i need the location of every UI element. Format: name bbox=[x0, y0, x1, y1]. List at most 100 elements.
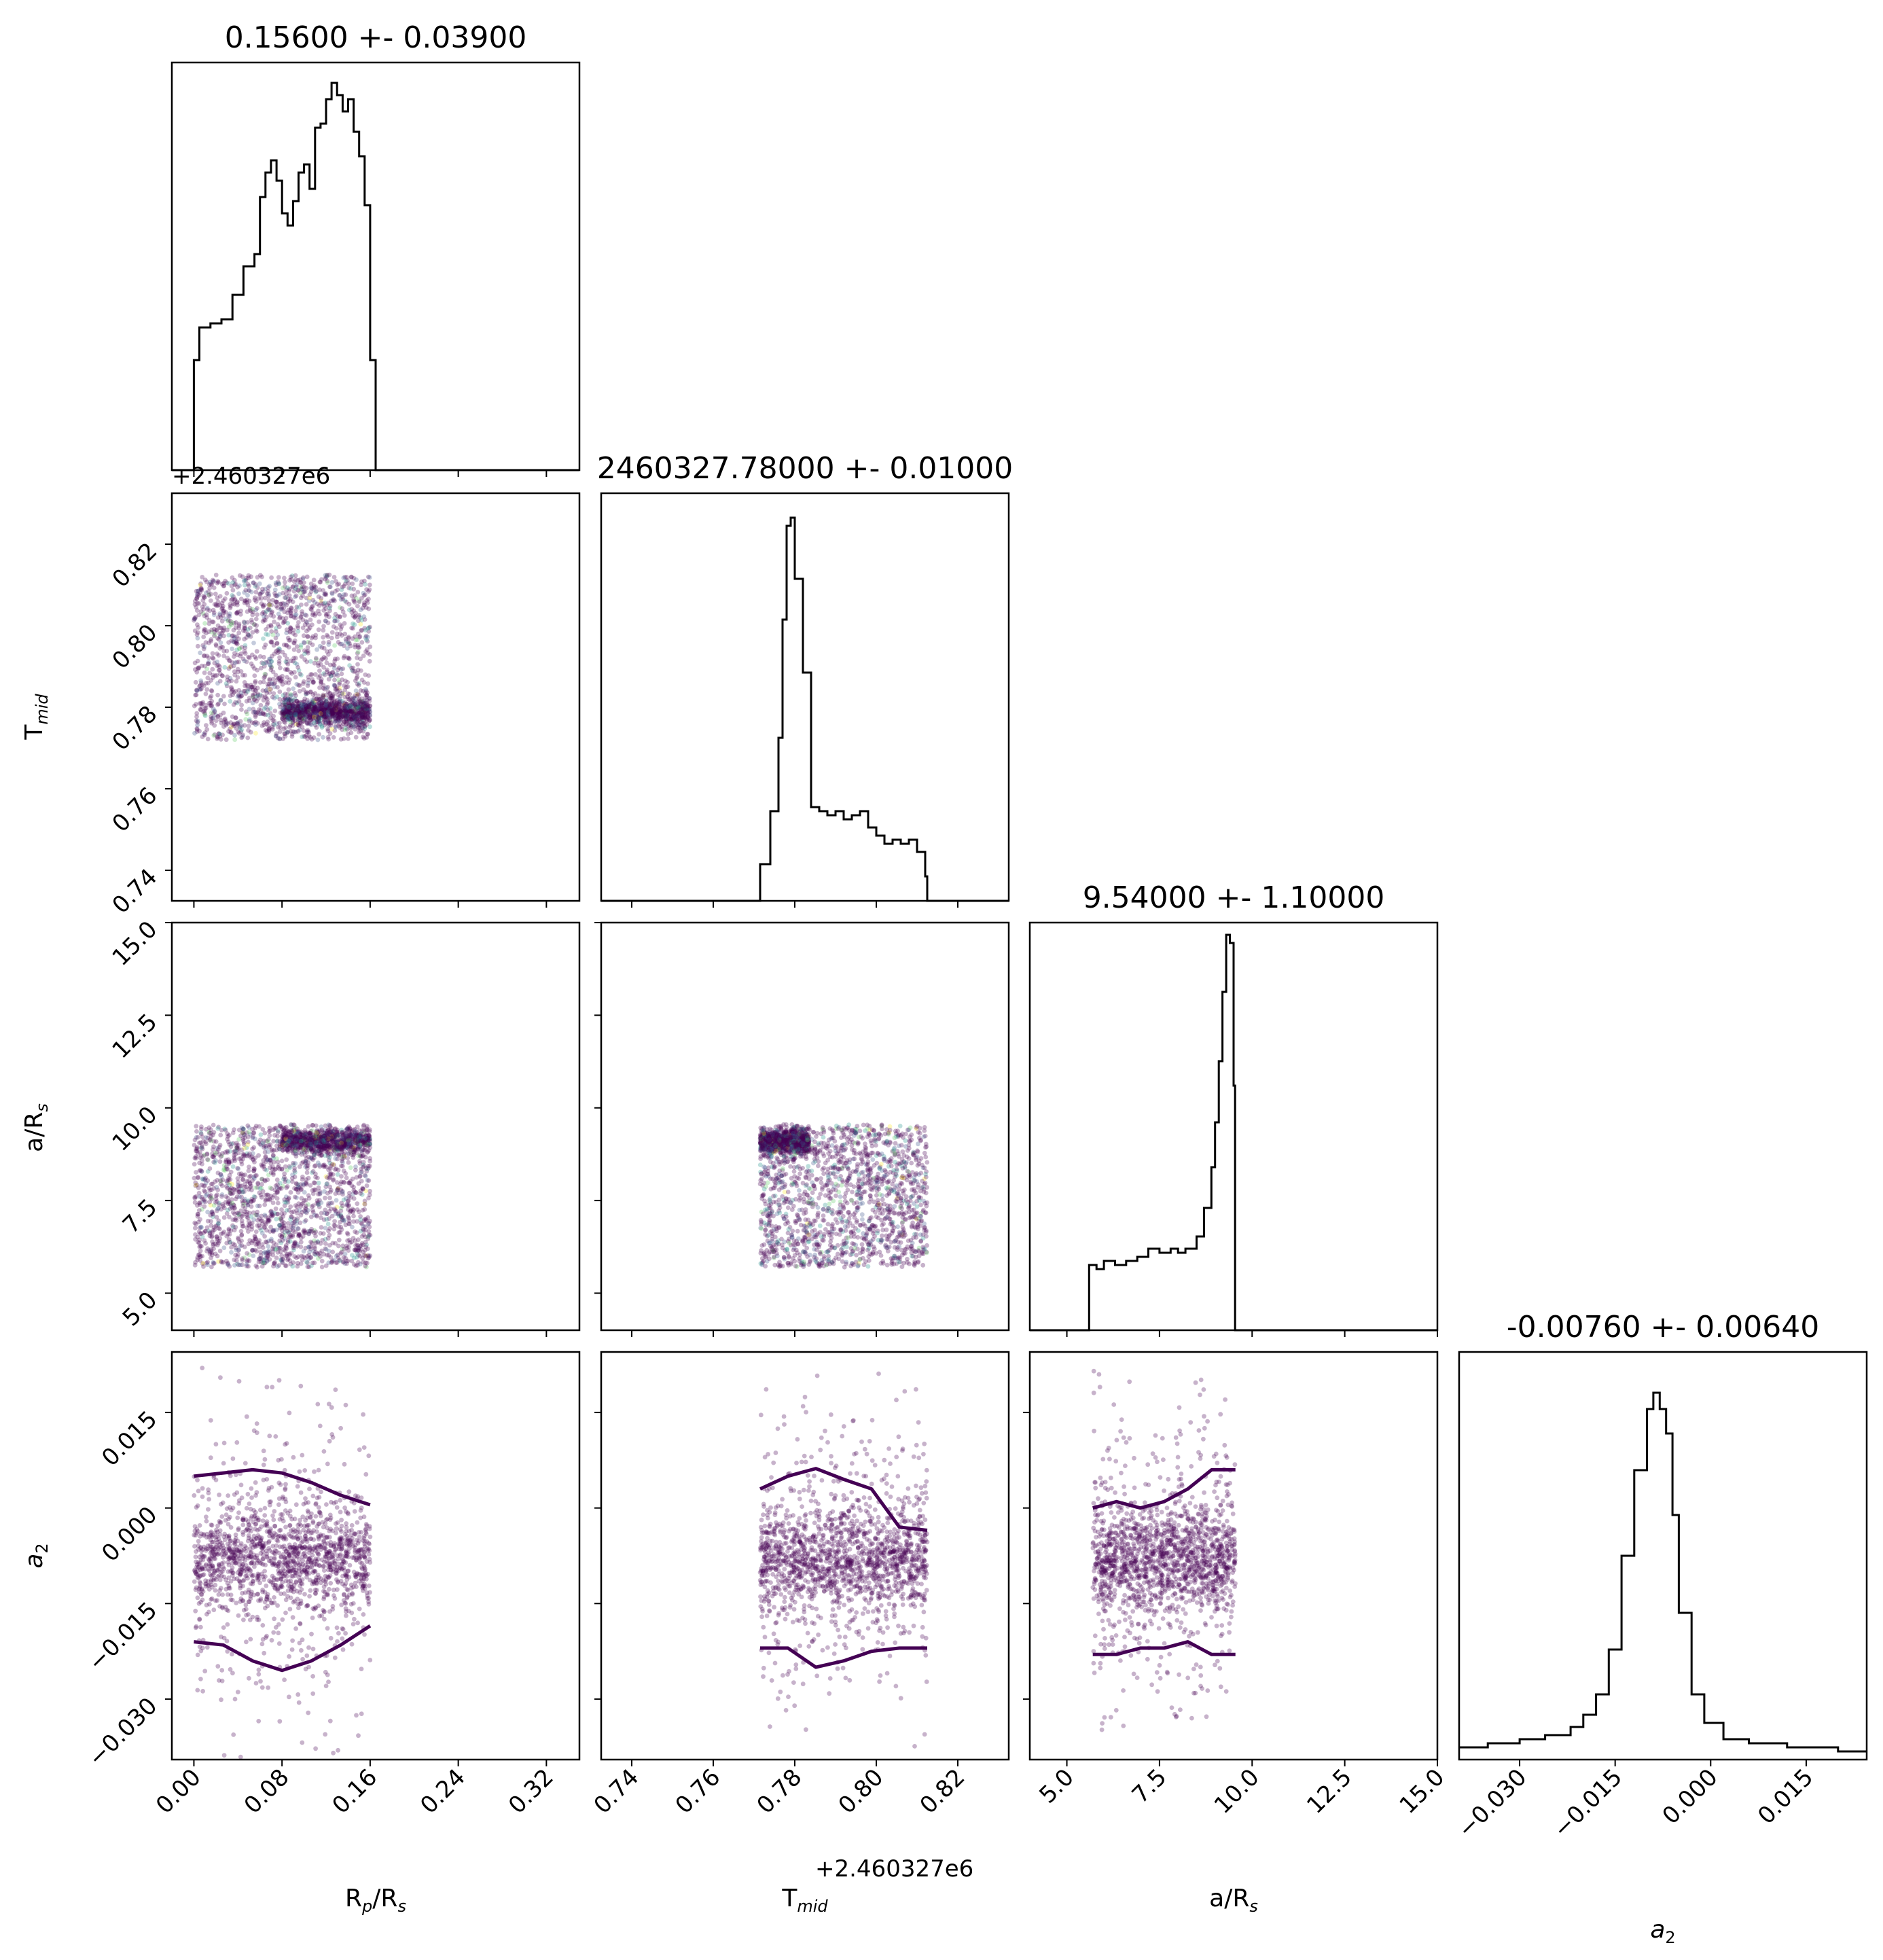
scatter-point bbox=[316, 594, 321, 599]
scatter-point bbox=[205, 1157, 210, 1162]
scatter-point bbox=[211, 715, 215, 721]
scatter-point bbox=[230, 1210, 236, 1215]
scatter-point bbox=[317, 717, 321, 722]
scatter-point bbox=[290, 1179, 295, 1184]
scatter-point bbox=[205, 1262, 210, 1268]
scatter-point bbox=[331, 735, 336, 740]
scatter-point bbox=[361, 707, 366, 713]
scatter-point bbox=[226, 1134, 230, 1139]
scatter-point bbox=[272, 1188, 278, 1193]
scatter-point bbox=[343, 709, 348, 714]
scatter-point bbox=[221, 724, 226, 729]
scatter-point bbox=[321, 628, 326, 633]
scatter-point bbox=[268, 1165, 272, 1171]
scatter-point bbox=[318, 1191, 323, 1196]
scatter-point bbox=[281, 710, 286, 715]
scatter-point bbox=[233, 625, 238, 630]
scatter-point bbox=[209, 1264, 214, 1270]
scatter-point bbox=[218, 698, 223, 702]
scatter-point bbox=[261, 661, 266, 666]
scatter-point bbox=[324, 613, 329, 618]
scatter-point bbox=[333, 711, 338, 715]
scatter-point bbox=[212, 633, 217, 639]
scatter-point bbox=[279, 601, 283, 607]
scatter-point bbox=[245, 627, 251, 632]
scatter-point bbox=[321, 698, 327, 702]
scatter-point bbox=[354, 712, 359, 717]
scatter-point bbox=[299, 707, 304, 712]
scatter-point bbox=[218, 1133, 223, 1138]
scatter-point bbox=[340, 1190, 345, 1195]
scatter-point bbox=[336, 692, 341, 698]
scatter-point bbox=[314, 1213, 319, 1219]
scatter-point bbox=[222, 664, 228, 670]
scatter-point bbox=[306, 1124, 311, 1129]
scatter-point bbox=[326, 718, 331, 724]
scatter-point bbox=[317, 732, 321, 737]
scatter-point bbox=[267, 1133, 272, 1138]
scatter-point bbox=[362, 617, 367, 622]
scatter-point bbox=[282, 713, 287, 718]
scatter-point bbox=[348, 575, 354, 580]
scatter-point bbox=[228, 664, 234, 669]
scatter-point bbox=[292, 707, 298, 712]
scatter-point bbox=[287, 629, 293, 634]
scatter-point bbox=[308, 1255, 313, 1260]
scatter-point bbox=[306, 1196, 312, 1201]
scatter-point bbox=[331, 624, 336, 629]
scatter-point bbox=[266, 723, 271, 728]
scatter-point bbox=[243, 673, 247, 678]
scatter-point bbox=[224, 648, 230, 654]
scatter-point bbox=[260, 619, 266, 624]
scatter-point bbox=[225, 1186, 230, 1191]
scatter-point bbox=[221, 694, 226, 699]
scatter-point bbox=[259, 596, 264, 601]
scatter-point bbox=[333, 719, 338, 724]
scatter-point bbox=[217, 667, 222, 673]
scatter-point bbox=[319, 1258, 325, 1264]
scatter-point bbox=[308, 618, 313, 622]
scatter-point bbox=[239, 1239, 244, 1243]
scatter-point bbox=[287, 724, 292, 730]
scatter-point bbox=[275, 685, 280, 690]
scatter-point bbox=[227, 1215, 232, 1219]
scatter-point bbox=[196, 1175, 200, 1180]
scatter-point bbox=[313, 656, 319, 661]
scatter-point bbox=[276, 676, 281, 681]
scatter-point bbox=[268, 1186, 273, 1190]
scatter-point bbox=[315, 737, 321, 743]
scatter-point bbox=[192, 730, 197, 736]
scatter-point bbox=[271, 1153, 276, 1158]
scatter-point bbox=[321, 705, 326, 711]
scatter-point bbox=[299, 673, 304, 678]
scatter-point bbox=[300, 713, 306, 718]
scatter-point bbox=[310, 1260, 315, 1266]
scatter-point bbox=[345, 655, 351, 660]
scatter-point bbox=[231, 654, 236, 659]
scatter-point bbox=[325, 1253, 329, 1258]
scatter-point bbox=[213, 591, 218, 596]
scatter-point bbox=[329, 635, 334, 641]
scatter-point bbox=[340, 1130, 345, 1135]
scatter-point bbox=[218, 717, 223, 723]
scatter-point bbox=[202, 577, 208, 582]
scatter-point bbox=[308, 625, 312, 630]
scatter-point bbox=[346, 709, 351, 714]
scatter-point bbox=[364, 598, 370, 603]
scatter-point bbox=[305, 645, 310, 650]
scatter-point bbox=[360, 724, 365, 730]
scatter-point bbox=[322, 672, 327, 677]
scatter-point bbox=[323, 606, 328, 611]
scatter-point bbox=[210, 666, 215, 672]
scatter-point bbox=[362, 1202, 367, 1207]
scatter-point bbox=[327, 572, 332, 577]
scatter-point bbox=[363, 628, 368, 632]
scatter-point bbox=[340, 702, 345, 707]
scatter-point bbox=[205, 736, 211, 742]
scatter-point bbox=[341, 575, 346, 580]
scatter-point bbox=[361, 590, 366, 596]
scatter-point bbox=[303, 612, 308, 618]
scatter-point bbox=[288, 626, 293, 631]
scatter-point bbox=[321, 640, 326, 645]
scatter-point bbox=[347, 692, 353, 697]
